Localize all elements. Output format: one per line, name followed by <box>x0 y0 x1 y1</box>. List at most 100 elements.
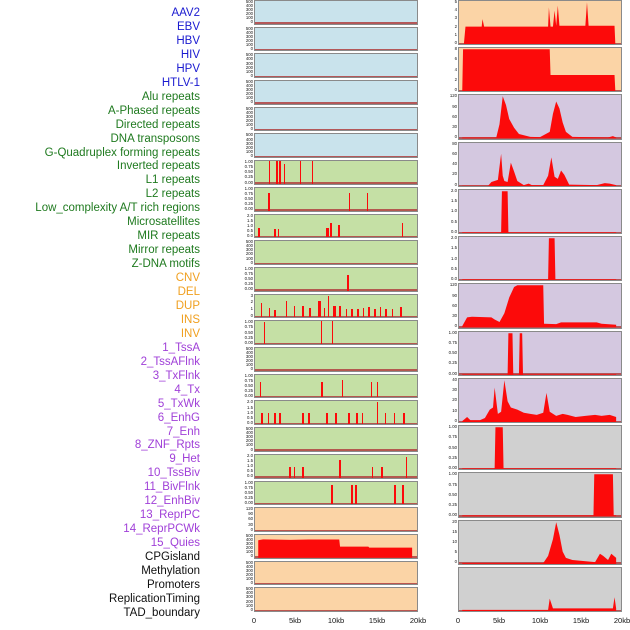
track-plot <box>255 215 417 238</box>
y-tick-label: 500 <box>245 52 253 58</box>
bar <box>268 307 271 318</box>
y-tick-label: 0.75 <box>244 190 253 196</box>
track-panell-8[interactable] <box>254 213 418 239</box>
track-panell-7[interactable] <box>254 186 418 212</box>
right-track-panel[interactable]: 5 4 3 2 1 0 8 6 4 2 0 120 90 60 30 0 80 60 40 20 0 2.0 1.5 1.0 0… <box>432 0 630 625</box>
y-tick-label: 0.00 <box>244 179 253 185</box>
bar <box>348 193 351 211</box>
track-panelr-3[interactable] <box>458 141 622 187</box>
track-panelr-2[interactable] <box>458 94 622 140</box>
y-tick-label: 0 <box>250 366 253 372</box>
track-panelr-9[interactable] <box>458 425 622 471</box>
bar <box>341 380 344 398</box>
track-panelr-7[interactable] <box>458 330 622 376</box>
track-panelr-0[interactable] <box>458 0 622 46</box>
track-plot <box>255 455 417 478</box>
track-panell-10[interactable] <box>254 266 418 292</box>
y-tick-label: 100 <box>245 549 253 555</box>
track-panell-4[interactable] <box>254 106 418 132</box>
row-label-directed-repeats: Directed repeats <box>115 118 200 131</box>
track-panell-12[interactable] <box>254 320 418 346</box>
y-tick-label: 0.00 <box>244 393 253 399</box>
bar <box>376 382 379 398</box>
right-plot-area[interactable] <box>458 0 622 612</box>
track-panelr-11[interactable] <box>458 519 622 565</box>
track-panell-17[interactable] <box>254 453 418 479</box>
y-tick-label: 3 <box>454 15 457 21</box>
track-panell-3[interactable] <box>254 80 418 105</box>
y-tick-label: 500 <box>245 25 253 31</box>
track-panell-13[interactable] <box>254 347 418 372</box>
track-panell-16[interactable] <box>254 427 418 452</box>
bar <box>323 307 326 318</box>
track-panell-22[interactable] <box>254 587 418 612</box>
y-tick-label: 100 <box>245 148 253 154</box>
y-tick-label: 40 <box>452 161 457 167</box>
bar <box>308 413 310 425</box>
bar <box>318 301 322 318</box>
row-label-dna-transposons: DNA transposons <box>110 132 201 145</box>
bar <box>403 413 405 425</box>
track-panell-1[interactable] <box>254 26 418 52</box>
track-panelr-5[interactable] <box>458 236 622 282</box>
track-panell-20[interactable] <box>254 533 418 559</box>
baseline <box>255 102 417 104</box>
track-plot <box>255 108 417 131</box>
track-panelr-12[interactable] <box>458 566 622 612</box>
y-tick-label: 300 <box>245 594 253 600</box>
y-tick-label: 2.0 <box>451 187 457 193</box>
baseline <box>255 22 417 24</box>
y-tick-label: 60 <box>452 302 457 308</box>
y-tick-label: 0 <box>250 126 253 132</box>
track-plot <box>459 48 621 92</box>
left-track-panel[interactable]: 500 400 300 200 100 0 500 400 300 200 100 0 500 400 30… <box>228 0 426 625</box>
y-tick-label: 500 <box>245 0 253 4</box>
y-tick-label: 0 <box>454 417 457 423</box>
track-panell-6[interactable] <box>254 160 418 185</box>
row-label-dup: DUP <box>175 299 200 312</box>
y-tick-label: 0.5 <box>247 468 253 474</box>
y-tick-label: 80 <box>452 140 457 146</box>
row-label-15-quies: 15_Quies <box>150 537 200 550</box>
track-panell-0[interactable] <box>254 0 418 25</box>
x-tick-label: 20kb <box>409 616 427 625</box>
track-panelr-1[interactable] <box>458 47 622 93</box>
y-tick-label: 4 <box>454 66 457 72</box>
track-panell-5[interactable] <box>254 133 418 159</box>
track-panell-14[interactable] <box>254 373 418 399</box>
y-tick-label: 300 <box>245 140 253 146</box>
track-panelr-8[interactable] <box>458 377 622 424</box>
track-panell-2[interactable] <box>254 53 418 79</box>
y-tick-label: 0.00 <box>448 512 457 518</box>
y-tick-label: 100 <box>245 362 253 368</box>
track-plot <box>255 295 417 318</box>
track-panell-9[interactable] <box>254 240 418 265</box>
track-panelr-6[interactable] <box>458 283 622 329</box>
left-plot-area[interactable] <box>254 0 418 612</box>
y-tick-label: 1.0 <box>247 222 253 228</box>
baseline <box>255 582 417 585</box>
track-panell-21[interactable] <box>254 560 418 586</box>
y-tick-label: 5 <box>454 0 457 4</box>
y-tick-label: 0.50 <box>244 382 253 388</box>
row-label-9-het: 9_Het <box>169 453 200 466</box>
y-tick-label: 300 <box>245 567 253 573</box>
track-panell-18[interactable] <box>254 480 418 506</box>
y-tick-label: 200 <box>245 91 253 97</box>
x-tick-label: 5kb <box>492 616 506 625</box>
row-label-tad-boundary: TAD_boundary <box>123 606 201 619</box>
baseline <box>255 342 417 345</box>
y-tick-label: 0.50 <box>448 444 457 450</box>
row-label-7-enh: 7_Enh <box>166 425 200 438</box>
y-tick-label: 0.00 <box>448 370 457 376</box>
track-panell-19[interactable] <box>254 507 418 532</box>
baseline <box>255 155 417 158</box>
track-panelr-10[interactable] <box>458 472 622 518</box>
y-tick-label: 400 <box>245 136 253 142</box>
track-plot <box>459 332 621 375</box>
bar <box>301 306 304 318</box>
track-panell-11[interactable] <box>254 293 418 319</box>
bar <box>405 456 408 478</box>
track-panelr-4[interactable] <box>458 188 622 235</box>
track-panell-15[interactable] <box>254 400 418 426</box>
